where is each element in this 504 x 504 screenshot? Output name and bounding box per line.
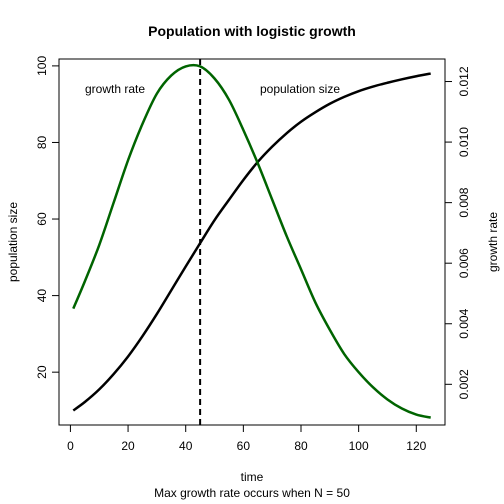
y2-tick-label: 0.010 [457, 127, 471, 157]
growth-rate-annotation: growth rate [85, 82, 145, 96]
y-tick-label: 40 [35, 289, 49, 303]
chart-subtitle: Max growth rate occurs when N = 50 [154, 486, 350, 500]
chart-title: Population with logistic growth [148, 23, 356, 39]
y-tick-label: 80 [35, 135, 49, 149]
x-tick-label: 80 [294, 439, 308, 453]
y2-tick-label: 0.008 [457, 187, 471, 217]
x-tick-label: 40 [179, 439, 193, 453]
y2-tick-label: 0.012 [457, 66, 471, 96]
y-axis-left: 20 40 60 80 100 [35, 56, 59, 379]
series-layer [73, 59, 430, 425]
x-tick-label: 120 [406, 439, 426, 453]
x-tick-label: 20 [121, 439, 135, 453]
y2-tick-label: 0.006 [457, 248, 471, 278]
y2-tick-label: 0.002 [457, 369, 471, 399]
y-axis-label: population size [6, 202, 20, 282]
y-tick-label: 100 [35, 56, 49, 76]
population-size-annotation: population size [260, 82, 340, 96]
series-line-growth-rate [73, 65, 430, 418]
series-line-population-size [73, 74, 430, 411]
y-tick-label: 20 [35, 365, 49, 379]
y2-tick-label: 0.004 [457, 308, 471, 338]
y-tick-label: 60 [35, 212, 49, 226]
x-tick-label: 60 [237, 439, 251, 453]
x-axis: 0 20 40 60 80 100 120 [67, 425, 427, 453]
y-axis-right: 0.002 0.004 0.006 0.008 0.010 0.012 [445, 66, 471, 399]
x-axis-label: time [241, 470, 264, 484]
y2-axis-label: growth rate [486, 212, 500, 272]
x-tick-label: 100 [349, 439, 369, 453]
x-tick-label: 0 [67, 439, 74, 453]
